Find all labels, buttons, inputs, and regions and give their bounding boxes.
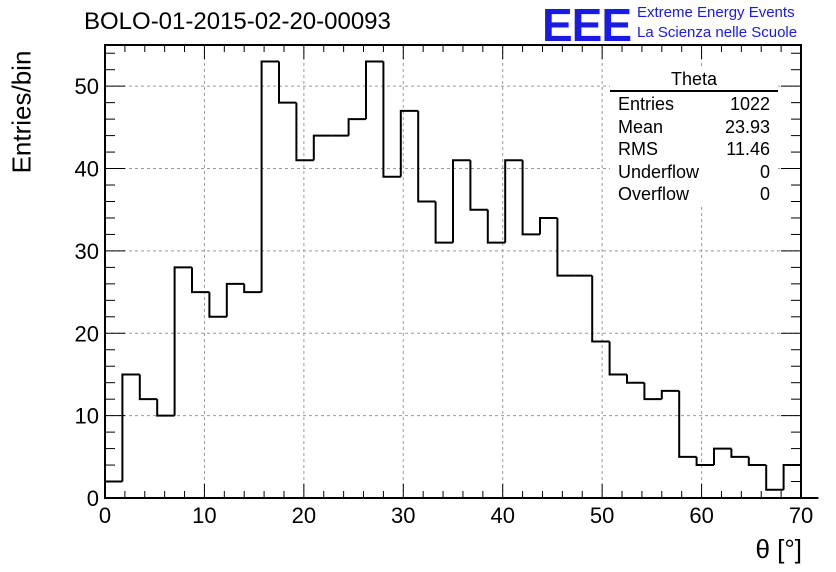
histogram-bin (138, 374, 158, 401)
x-tick-label: 60 (689, 503, 713, 528)
y-tick-label: 10 (75, 404, 99, 429)
histogram-bin (660, 389, 680, 400)
plot-frame (104, 44, 802, 499)
stats-box: Theta Entries 1022 Mean 23.93 RMS 11.46 … (610, 68, 778, 206)
histogram-bin (486, 209, 506, 244)
x-tick-label: 70 (789, 503, 813, 528)
histogram-bin (347, 118, 366, 136)
histogram-bin (539, 216, 558, 235)
axis-ticks (104, 45, 802, 499)
histogram-bin (643, 382, 662, 401)
histogram-bin (713, 447, 732, 466)
stats-value: 0 (759, 184, 770, 205)
histogram-bin (417, 110, 436, 203)
stats-row-overflow: Overflow 0 (610, 183, 778, 206)
y-tick-label: 30 (75, 239, 99, 264)
histogram-bin (312, 134, 332, 161)
stats-value: 11.46 (726, 139, 770, 160)
stats-value: 23.93 (724, 116, 770, 137)
histogram-bin (521, 160, 540, 236)
histogram-bin (104, 480, 123, 498)
histogram-bin (243, 283, 262, 294)
y-tick-label: 50 (75, 74, 99, 99)
histogram-bin (695, 456, 714, 467)
tick-labels: 0 10 20 30 40 50 60 70 0 10 20 30 40 50 (75, 74, 814, 528)
stats-label: Entries (618, 94, 675, 114)
histogram-bin (747, 456, 767, 467)
stats-title: Theta (610, 68, 778, 92)
histogram-bin (782, 464, 801, 490)
logo-line-1: Extreme Energy Events (637, 4, 795, 21)
x-tick-label: 30 (391, 503, 415, 528)
histogram-bin (626, 374, 645, 384)
x-tick-label: 50 (590, 503, 614, 528)
histogram-bars (104, 60, 819, 499)
eee-logo: EEE (542, 0, 632, 51)
y-axis-label: Entries/bin (6, 50, 37, 174)
run-title: BOLO-01-2015-02-20-00093 (84, 8, 391, 35)
histogram-bin (504, 159, 523, 243)
histogram-bin (730, 448, 749, 458)
histogram-bin (382, 61, 401, 178)
histogram-bin (469, 160, 488, 211)
logo-caption: Extreme Energy Events La Scienza nelle S… (637, 3, 797, 43)
x-tick-label: 40 (490, 503, 514, 528)
histogram-bin (765, 465, 784, 491)
stats-label: RMS (618, 139, 658, 160)
histogram-bin (591, 275, 610, 343)
stats-row-mean: Mean 23.93 (610, 116, 778, 139)
histogram-bin (678, 390, 697, 458)
stats-row-entries: Entries 1022 (610, 93, 778, 116)
histogram-bin (608, 341, 627, 376)
stats-label: Underflow (618, 161, 700, 182)
stats-row-rms: RMS 11.46 (610, 138, 778, 161)
histogram-bin (452, 159, 471, 243)
stats-label: Overflow (618, 184, 690, 205)
histogram-bin (208, 292, 227, 318)
histogram-bin (191, 267, 210, 294)
y-tick-label: 0 (87, 486, 99, 511)
histogram-bin (434, 201, 453, 244)
histogram-bin (156, 399, 175, 417)
histogram-bin (295, 102, 314, 162)
histogram-bin (556, 217, 575, 277)
histogram-bin (121, 373, 140, 482)
histogram-bin (173, 266, 192, 416)
x-axis-label: θ [°] (755, 534, 802, 564)
y-tick-label: 40 (75, 157, 99, 182)
stats-row-underflow: Underflow 0 (610, 161, 778, 184)
x-tick-label: 10 (192, 503, 216, 528)
x-tick-label: 20 (292, 503, 316, 528)
y-tick-label: 20 (75, 321, 99, 346)
logo-line-2: La Scienza nelle Scuole (637, 24, 798, 41)
histogram-bin (278, 61, 297, 104)
histogram-bin (800, 465, 819, 499)
histogram-bin (365, 60, 384, 120)
stats-value: 0 (759, 161, 770, 182)
histogram-bin (260, 60, 279, 293)
stats-value: 1022 (729, 94, 770, 114)
x-tick-label: 0 (99, 503, 111, 528)
histogram-bin (225, 282, 245, 317)
histogram-bin (399, 109, 419, 177)
stats-label: Mean (618, 116, 664, 137)
